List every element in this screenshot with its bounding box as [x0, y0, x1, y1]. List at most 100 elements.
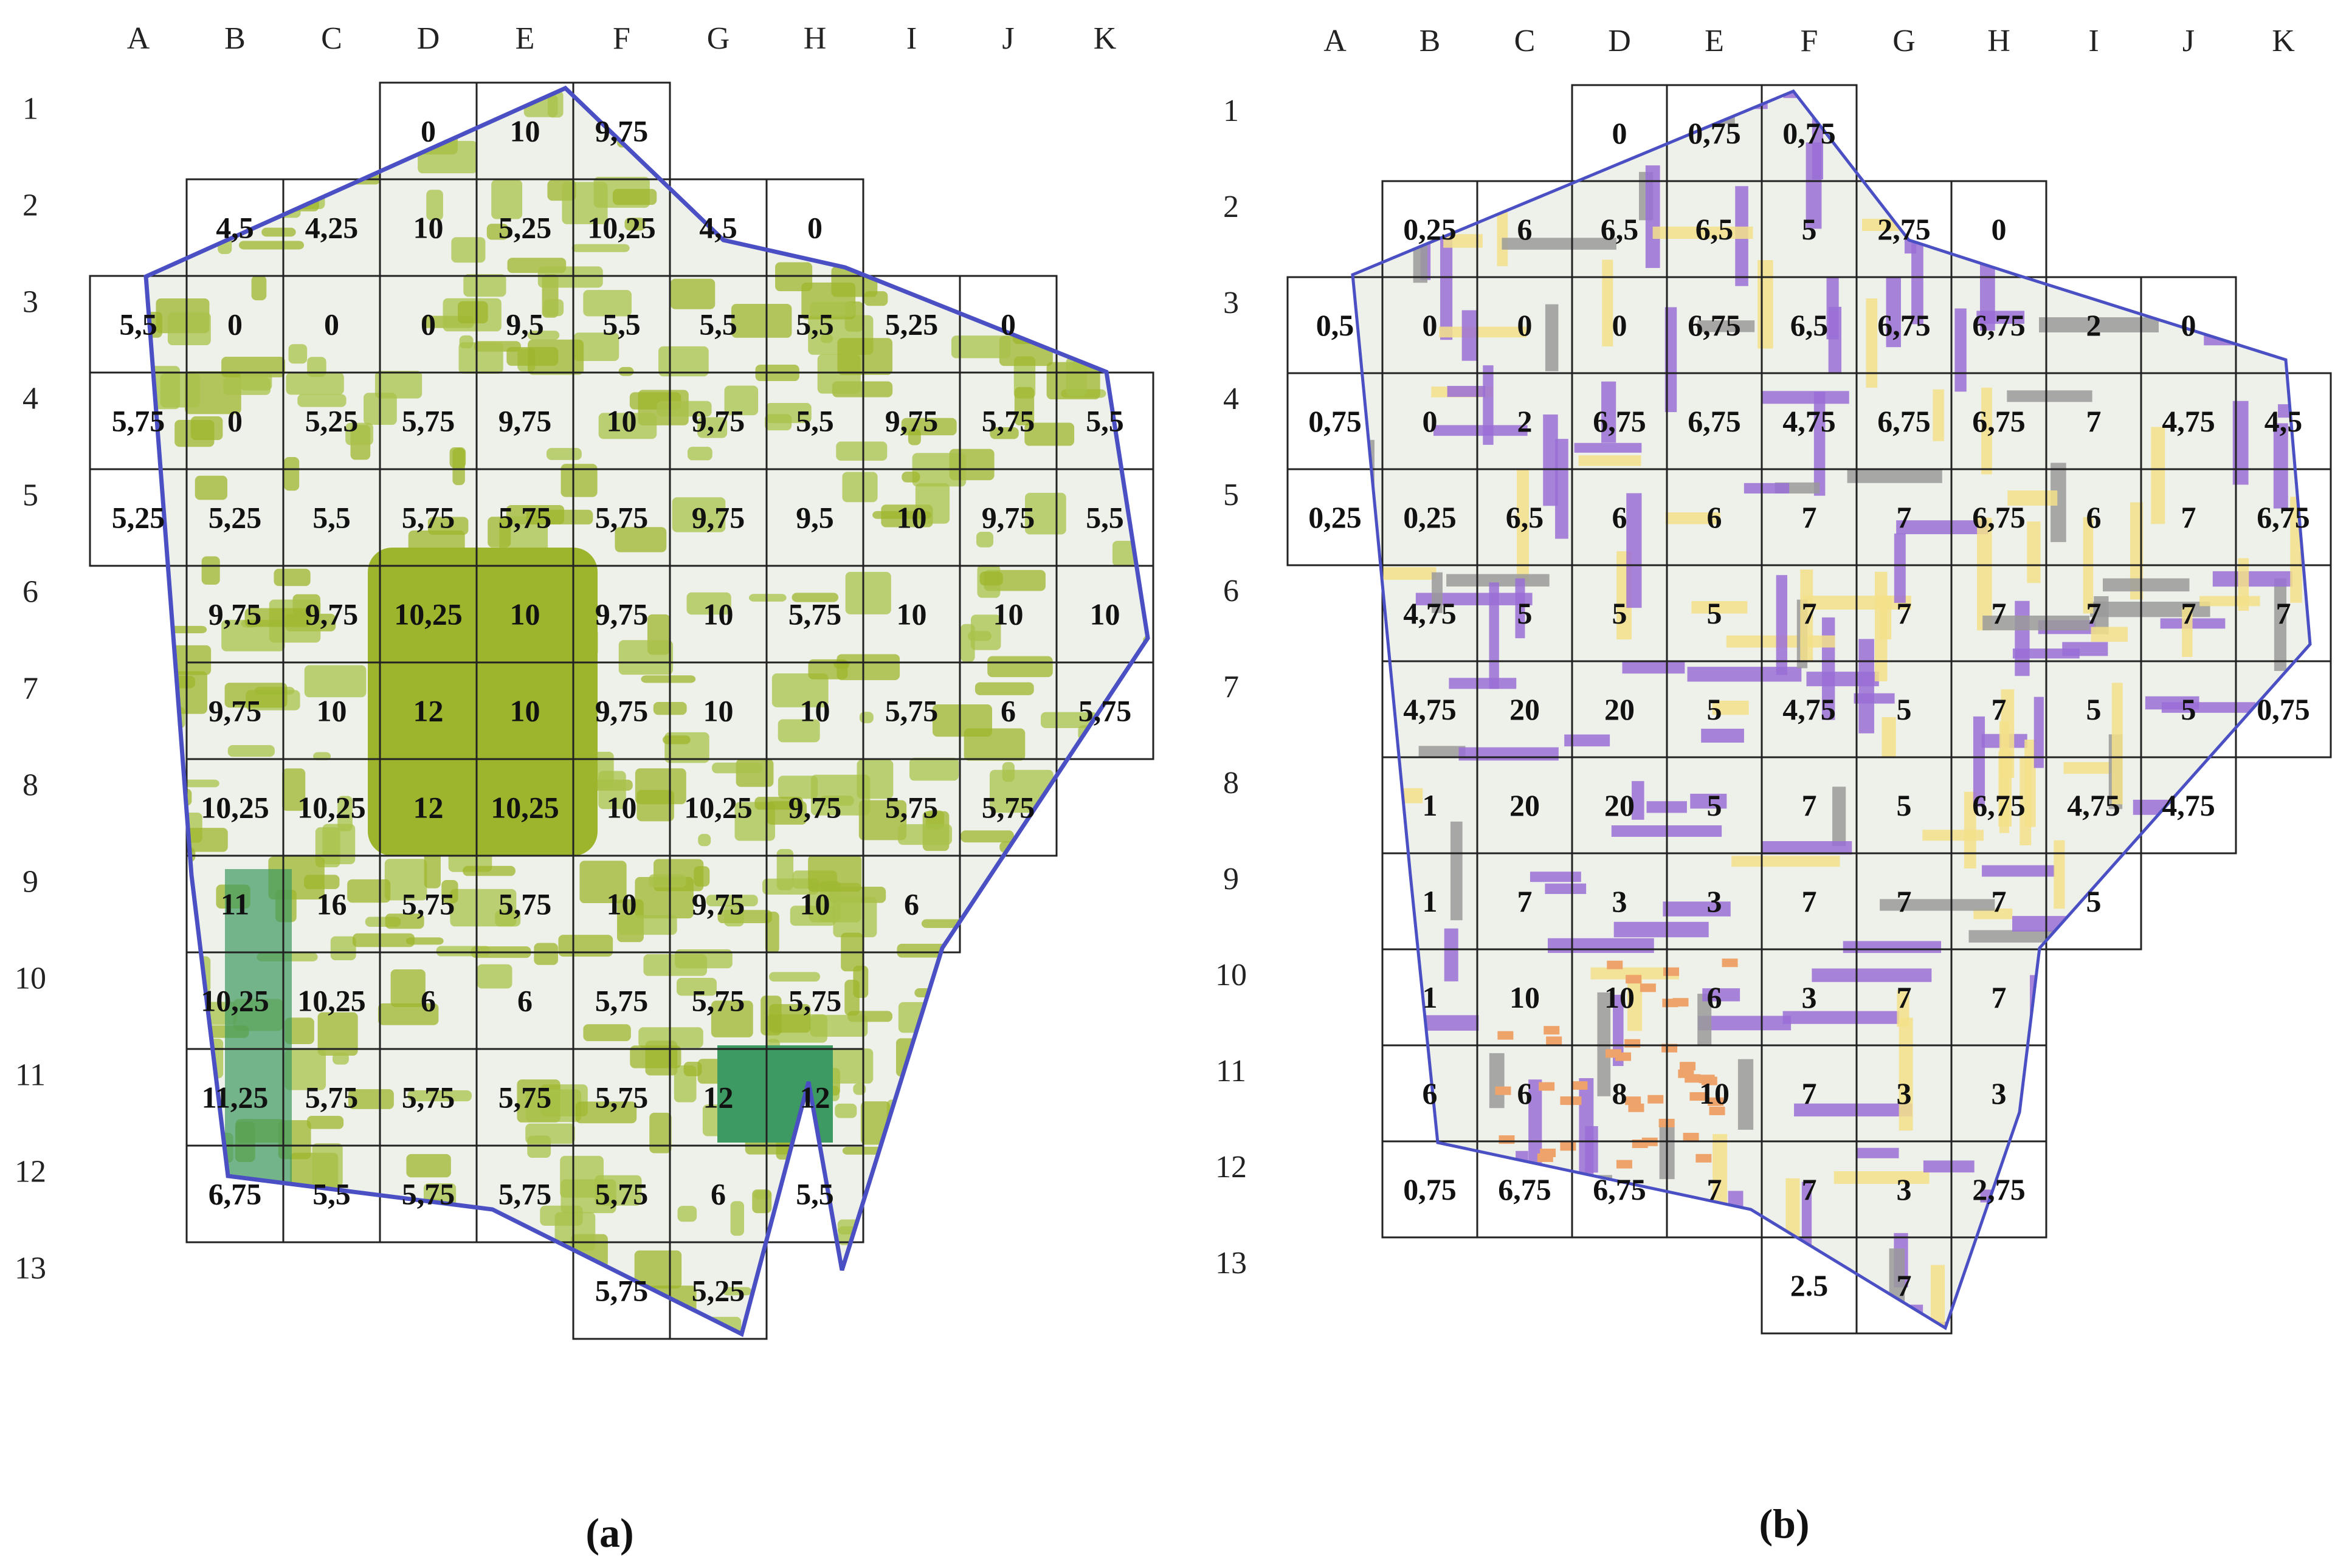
building-footprint [1880, 899, 1995, 911]
building-footprint [1449, 678, 1517, 689]
building-footprint [1698, 1016, 1792, 1031]
grid-cell-value: 5,75 [498, 1177, 552, 1211]
green-cover-patch [583, 1024, 631, 1042]
building-footprint [2145, 696, 2199, 710]
green-cover-patch [869, 88, 901, 115]
grid-cell-value: 5 [1707, 692, 1722, 726]
building-footprint [2151, 427, 2165, 524]
building-footprint [2114, 1255, 2128, 1308]
row-header: 5 [22, 478, 38, 513]
row-header: 11 [1216, 1054, 1246, 1088]
building-footprint [1923, 1160, 1975, 1173]
green-cover-patch [884, 1292, 940, 1307]
green-cover-patch [1013, 908, 1079, 927]
green-cover-patch [162, 625, 207, 634]
green-cover-patch [895, 190, 924, 213]
green-cover-patch [537, 266, 603, 288]
park-dense-green [368, 548, 598, 856]
green-cover-patch [1025, 897, 1059, 918]
grid-cell-value: 5,5 [1086, 501, 1124, 535]
green-cover-patch [1091, 804, 1138, 819]
green-cover-patch [991, 922, 1037, 941]
building-footprint [2057, 142, 2146, 154]
grid-cell-value: 5,75 [402, 1177, 455, 1211]
building-footprint [1439, 326, 1526, 338]
column-header: A [127, 21, 150, 56]
green-cover-patch [174, 828, 228, 852]
green-cover-patch [883, 1172, 945, 1202]
grid-cell-value: 0 [227, 404, 243, 438]
building-footprint [2102, 578, 2190, 592]
green-cover-patch [546, 448, 582, 460]
green-cover-patch [1009, 947, 1038, 969]
grid-cell-value: 5 [1612, 596, 1627, 630]
building-footprint [2289, 119, 2302, 165]
green-cover-patch [345, 422, 373, 445]
green-cover-patch [846, 1321, 905, 1334]
green-cover-patch [769, 1004, 811, 1033]
green-cover-patch [837, 338, 893, 375]
grid-cell-value: 8 [1612, 1076, 1627, 1110]
grid-cell-value: 0 [1001, 308, 1016, 342]
building-footprint [1832, 786, 1846, 847]
grid-cell-value: 10,25 [201, 984, 269, 1018]
grid-cell-value: 4,75 [2067, 788, 2120, 822]
grid-cell-value: 3 [1707, 884, 1722, 918]
building-footprint [1708, 1097, 1724, 1106]
building-footprint [1336, 937, 1348, 1030]
grid-cell-value: 0,5 [1316, 308, 1354, 342]
grid-cell-value: 6 [1517, 212, 1533, 246]
green-cover-patch [330, 936, 356, 960]
green-cover-patch [914, 988, 953, 998]
green-cover-patch [964, 728, 1026, 761]
grid-cell-value: 2.5 [1790, 1268, 1829, 1302]
grid-cell-value: 5 [1707, 788, 1722, 822]
grid-cell-value: 10,25 [201, 791, 269, 825]
green-cover-patch [987, 656, 1053, 678]
green-cover-patch [491, 179, 523, 219]
building-footprint [1645, 165, 1660, 268]
building-footprint [1664, 307, 1677, 413]
green-cover-patch [463, 865, 516, 876]
grid-cell-value: 10 [607, 404, 637, 438]
building-footprint [1874, 571, 1888, 682]
grid-cell-value: 5,75 [112, 404, 165, 438]
green-cover-patch [1151, 361, 1196, 391]
green-cover-patch [1044, 793, 1107, 821]
grid-cell-value: 6 [1707, 500, 1722, 534]
green-cover-patch [528, 331, 560, 340]
green-cover-patch [1021, 970, 1074, 982]
column-header: K [2272, 24, 2295, 58]
building-footprint [1601, 381, 1616, 443]
building-footprint [2261, 988, 2277, 1043]
green-cover-patch [618, 1341, 635, 1364]
grid-cell-value: 0 [227, 308, 243, 342]
building-footprint [1443, 234, 1483, 248]
green-cover-patch [543, 299, 564, 317]
green-cover-patch [985, 962, 1044, 972]
building-footprint [1547, 938, 1654, 954]
grid-cell-value: 9,75 [692, 404, 745, 438]
green-cover-patch [348, 1089, 394, 1109]
green-cover-patch [1031, 1251, 1095, 1270]
grid-cell [1055, 661, 1154, 760]
green-cover-patch [554, 1212, 596, 1251]
building-footprint [1681, 1255, 1764, 1271]
building-footprint [1930, 1265, 1945, 1326]
column-header: C [1514, 24, 1536, 58]
green-cover-patch [976, 532, 994, 548]
building-footprint [2232, 1326, 2247, 1328]
map-panel-a: 0 10 9,754,5 4,25 10 5,25 10,25 4,5 05,5 0 0 0 9,5 5,… [15, 21, 1196, 1556]
green-cover-patch [1073, 88, 1093, 103]
building-footprint [2038, 317, 2159, 332]
green-cover-patch [677, 1206, 697, 1222]
building-footprint [1711, 98, 1768, 109]
building-footprint [1626, 493, 1642, 608]
green-cover-patch [1017, 1120, 1074, 1155]
green-cover-patch [457, 301, 488, 324]
green-cover-patch [640, 90, 695, 102]
building-footprint [1555, 439, 1568, 539]
grid-cell-value: 0 [324, 308, 339, 342]
green-cover-patch [1076, 109, 1136, 136]
green-cover-patch [698, 834, 711, 847]
